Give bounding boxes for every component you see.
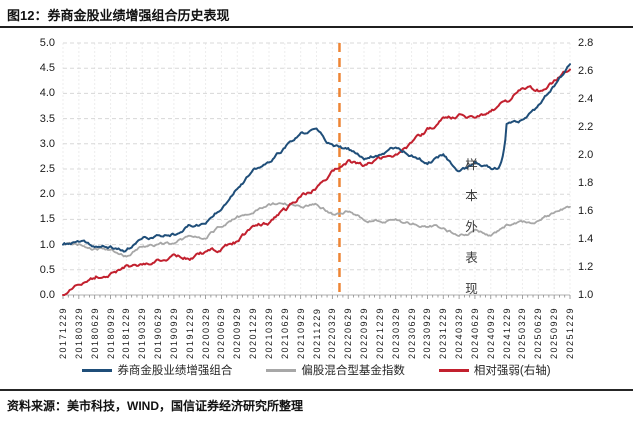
y-axis-left-tick-label: 0.0 xyxy=(39,289,55,301)
x-axis-tick-label: 20200929 xyxy=(232,306,243,359)
y-axis-right-tick-label: 1.8 xyxy=(578,177,594,189)
figure-title: 图12：券商金股业绩增强组合历史表现 xyxy=(7,8,230,23)
x-axis-tick-label: 20231229 xyxy=(438,306,449,359)
y-axis-left-tick-label: 2.5 xyxy=(39,163,55,175)
x-axis-tick-label: 20220929 xyxy=(359,306,370,359)
y-axis-right-tick-label: 2.0 xyxy=(578,149,594,161)
x-axis-tick-label: 20250929 xyxy=(549,306,560,359)
x-axis-tick-label: 20190329 xyxy=(137,306,148,359)
y-axis-left-tick-label: 4.5 xyxy=(39,62,55,75)
x-axis-tick-label: 20230329 xyxy=(390,306,401,359)
x-axis-tick-label: 20240329 xyxy=(454,306,465,359)
legend-item: 券商金股业绩增强组合 xyxy=(82,362,232,378)
x-axis-tick-label: 20191229 xyxy=(184,306,195,359)
x-axis-tick-label: 20230929 xyxy=(422,306,433,359)
legend-item: 相对强弱(右轴) xyxy=(438,362,551,378)
legend-line-swatch xyxy=(438,368,469,372)
x-axis-tick-label: 20221229 xyxy=(374,306,385,359)
y-axis-right-tick-label: 2.2 xyxy=(578,121,594,133)
y-axis-right-tick-label: 1.6 xyxy=(578,205,594,217)
legend-label: 偏股混合型基金指数 xyxy=(301,365,405,377)
y-axis-right-tick-label: 1.0 xyxy=(578,289,594,301)
y-axis-right-tick-label: 2.4 xyxy=(578,93,594,105)
x-axis-tick-label: 20190629 xyxy=(153,306,164,359)
y-axis-left-tick-label: 3.5 xyxy=(39,112,55,125)
y-axis-left-tick-label: 0.5 xyxy=(39,263,55,276)
x-axis-tick-label: 20200629 xyxy=(216,306,227,359)
x-axis-tick-label: 20200329 xyxy=(200,306,211,359)
y-axis-left-tick-label: 4.0 xyxy=(39,87,55,100)
y-axis-left-tick-label: 5.0 xyxy=(39,37,55,49)
x-axis-tick-label: 20181229 xyxy=(121,306,132,359)
y-axis-left-tick-label: 2.0 xyxy=(39,188,55,201)
x-axis-tick-label: 20190929 xyxy=(168,306,179,359)
chart-legend: 券商金股业绩增强组合 偏股混合型基金指数 相对强弱(右轴) xyxy=(0,362,633,378)
source-note: 资料来源：美市科技，WIND，国信证券经济研究所整理 xyxy=(7,399,303,413)
x-axis-tick-label: 20180929 xyxy=(105,306,116,359)
legend-line-swatch xyxy=(266,368,297,372)
x-axis-tick-label: 20240629 xyxy=(469,306,480,359)
x-axis-tick-label: 20210629 xyxy=(279,306,290,359)
legend-line-swatch xyxy=(82,368,113,372)
x-axis-tick-label: 20220629 xyxy=(343,306,354,359)
x-axis-tick-label: 20240929 xyxy=(485,306,496,359)
x-axis-tick-label: 20211229 xyxy=(311,307,322,359)
title-divider xyxy=(0,26,633,28)
x-axis-tick-label: 20201229 xyxy=(248,306,259,359)
x-axis-tick-label: 20210929 xyxy=(295,306,306,359)
y-axis-right-tick-label: 2.6 xyxy=(578,65,594,77)
x-axis-tick-label: 20250629 xyxy=(533,306,544,359)
x-axis-tick-label: 20250329 xyxy=(517,306,528,359)
y-axis-left-tick-label: 1.0 xyxy=(39,238,55,251)
y-axis-left-tick-label: 3.0 xyxy=(39,137,55,150)
out-of-sample-annotation: 样本外表现 xyxy=(465,158,478,296)
y-axis-right-tick-label: 1.2 xyxy=(578,261,594,273)
x-axis-tick-label: 20251229 xyxy=(565,306,575,359)
x-axis-tick-label: 20230629 xyxy=(406,306,417,359)
y-axis-left-tick-label: 1.5 xyxy=(39,213,55,226)
x-axis-tick-label: 20180629 xyxy=(89,306,100,359)
legend-label: 券商金股业绩增强组合 xyxy=(117,365,233,377)
x-axis-tick-label: 20180329 xyxy=(73,306,84,359)
x-axis-tick-label: 20171229 xyxy=(58,306,68,359)
legend-item: 偏股混合型基金指数 xyxy=(266,362,405,378)
legend-label: 相对强弱(右轴) xyxy=(473,365,551,377)
x-axis-tick-label: 20210329 xyxy=(263,306,274,359)
y-axis-right-tick-label: 1.4 xyxy=(578,233,594,245)
x-axis-tick-label: 20220329 xyxy=(327,306,338,359)
y-axis-right-tick-label: 2.8 xyxy=(578,37,594,49)
footer-divider xyxy=(0,389,633,391)
x-axis-tick-label: 20241229 xyxy=(501,306,512,359)
